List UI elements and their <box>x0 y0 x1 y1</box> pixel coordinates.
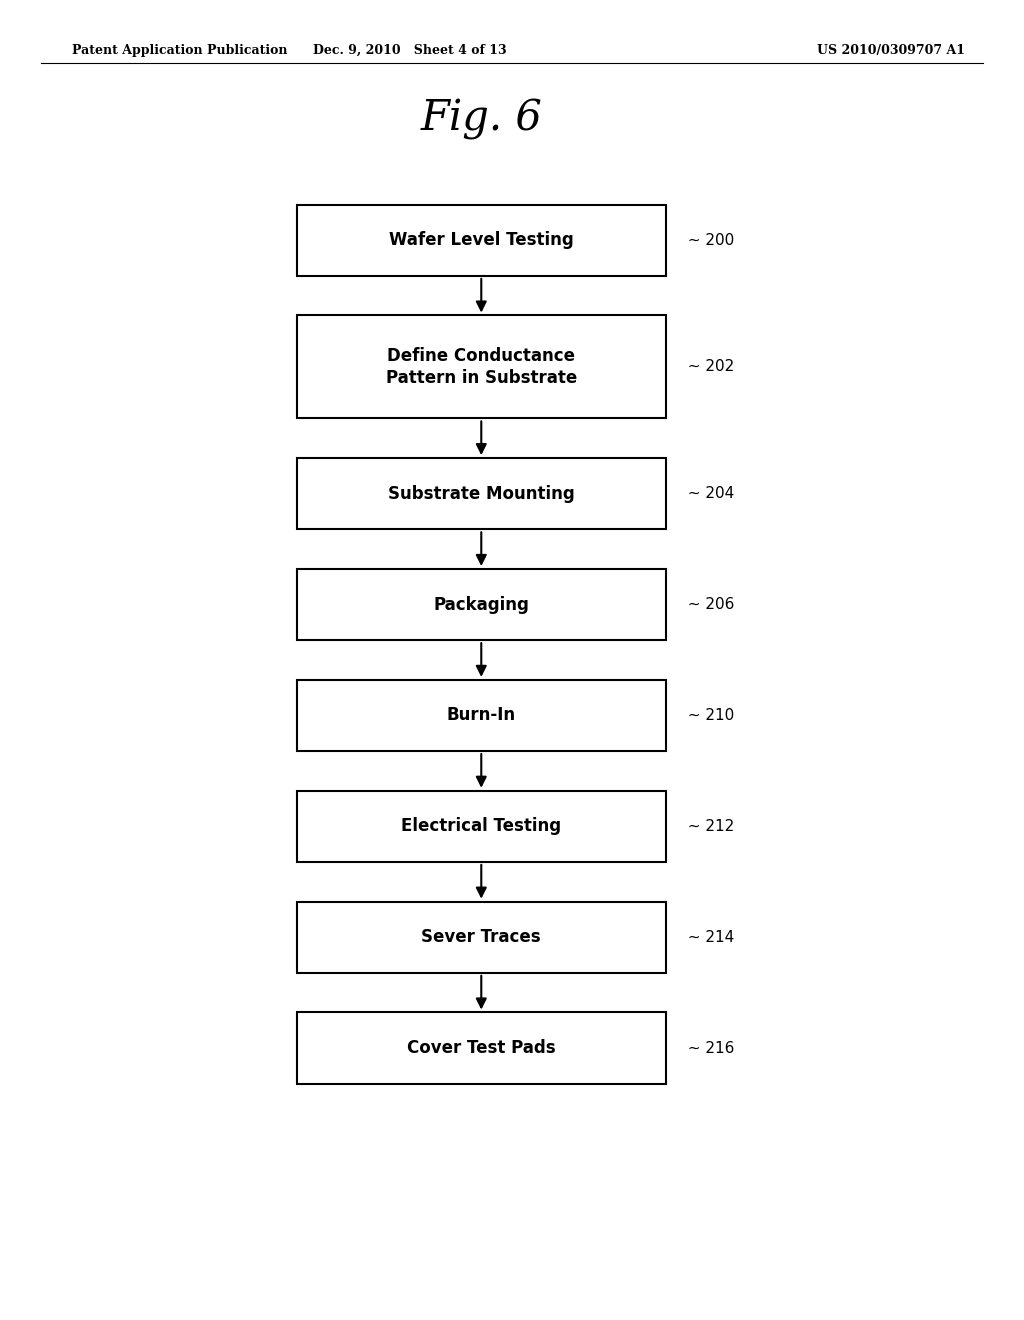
Text: ∼ 204: ∼ 204 <box>678 486 734 502</box>
Text: Define Conductance
Pattern in Substrate: Define Conductance Pattern in Substrate <box>386 347 577 387</box>
Text: Patent Application Publication: Patent Application Publication <box>72 44 287 57</box>
Bar <box>297 569 666 640</box>
Text: Fig. 6: Fig. 6 <box>420 98 543 140</box>
Bar <box>297 315 666 418</box>
Text: Sever Traces: Sever Traces <box>422 928 541 946</box>
Bar <box>297 1012 666 1084</box>
Text: Substrate Mounting: Substrate Mounting <box>388 484 574 503</box>
Text: ∼ 200: ∼ 200 <box>678 232 734 248</box>
Text: Burn-In: Burn-In <box>446 706 516 725</box>
Text: ∼ 214: ∼ 214 <box>678 929 734 945</box>
Text: ∼ 210: ∼ 210 <box>678 708 734 723</box>
Text: Cover Test Pads: Cover Test Pads <box>407 1039 556 1057</box>
Text: Electrical Testing: Electrical Testing <box>401 817 561 836</box>
Bar <box>297 791 666 862</box>
Text: US 2010/0309707 A1: US 2010/0309707 A1 <box>817 44 965 57</box>
Text: ∼ 216: ∼ 216 <box>678 1040 734 1056</box>
Text: Packaging: Packaging <box>433 595 529 614</box>
Bar <box>297 205 666 276</box>
Text: ∼ 212: ∼ 212 <box>678 818 734 834</box>
Text: ∼ 206: ∼ 206 <box>678 597 734 612</box>
Text: Wafer Level Testing: Wafer Level Testing <box>389 231 573 249</box>
Bar <box>297 680 666 751</box>
Text: Dec. 9, 2010   Sheet 4 of 13: Dec. 9, 2010 Sheet 4 of 13 <box>312 44 507 57</box>
Text: ∼ 202: ∼ 202 <box>678 359 734 375</box>
Bar <box>297 458 666 529</box>
Bar <box>297 902 666 973</box>
